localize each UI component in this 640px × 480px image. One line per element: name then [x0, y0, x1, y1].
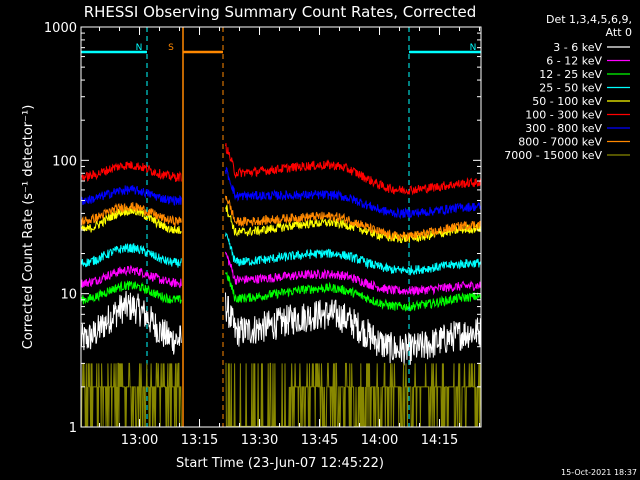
interval-label: S — [168, 43, 174, 53]
y-tick-label: 1000 — [44, 21, 77, 36]
series-line-7000-15000kev — [225, 362, 481, 427]
legend-entry-label: 100 - 300 keV — [525, 109, 602, 122]
plot-frame — [80, 26, 482, 428]
y-tick-label: 100 — [52, 154, 77, 169]
series-line-50-100kev — [81, 205, 182, 234]
series-line-12-25kev — [225, 271, 481, 312]
legend-entry-label: 800 - 7000 keV — [518, 136, 602, 149]
x-tick-label: 13:45 — [301, 433, 338, 448]
legend-entry-label: 12 - 25 keV — [539, 68, 602, 81]
interval-label: N — [470, 43, 477, 53]
series-line-12-25kev — [81, 279, 182, 305]
series-line-100-300kev — [81, 161, 182, 183]
y-tick-label: 10 — [60, 288, 77, 303]
legend-header: Det 1,3,4,5,6,9, — [546, 13, 632, 26]
legend-entry-label: 6 - 12 keV — [546, 55, 602, 68]
series-line-800-7000kev — [81, 202, 182, 228]
legend-entry-label: 3 - 6 keV — [553, 41, 602, 54]
series-line-100-300kev — [225, 143, 481, 196]
x-tick-label: 13:00 — [121, 433, 158, 448]
y-axis-label: Corrected Count Rate (s⁻¹ detector⁻¹) — [21, 105, 36, 350]
legend-entry-label: 7000 - 15000 keV — [504, 149, 602, 162]
x-tick-label: 13:30 — [241, 433, 278, 448]
series-line-25-50kev — [81, 243, 182, 268]
x-axis-label: Start Time (23-Jun-07 12:45:22) — [176, 456, 384, 471]
series-line-25-50kev — [225, 232, 481, 277]
legend-header: Att 0 — [606, 26, 632, 39]
plot-area: N NS — [81, 27, 481, 427]
y-tick-label: 1 — [69, 421, 77, 436]
legend-entry-label: 25 - 50 keV — [539, 82, 602, 95]
legend-entry-label: 50 - 100 keV — [532, 95, 602, 108]
x-tick-label: 14:00 — [361, 433, 398, 448]
series-group: N NS — [81, 27, 481, 427]
y-axis: 1 10 100 1000 — [44, 21, 481, 436]
timestamp-label: 15-Oct-2021 18:37 — [561, 468, 637, 477]
series-line-6-12kev — [225, 251, 481, 297]
legend-entry-label: 300 - 800 keV — [525, 122, 602, 135]
x-axis: 13:00 13:15 13:30 13:45 14:00 14:15 — [99, 27, 481, 448]
x-tick-label: 14:15 — [421, 433, 458, 448]
x-tick-label: 13:15 — [181, 433, 218, 448]
series-line-3-6kev — [81, 290, 182, 355]
series-line-300-800kev — [81, 185, 182, 206]
series-line-7000-15000kev — [81, 362, 182, 427]
interval-label: N — [136, 43, 143, 53]
chart-title: RHESSI Observing Summary Count Rates, Co… — [84, 3, 477, 21]
series-line-300-800kev — [225, 166, 481, 220]
series-line-800-7000kev — [225, 195, 481, 243]
series-line-6-12kev — [81, 264, 182, 289]
series-line-3-6kev — [225, 292, 481, 366]
